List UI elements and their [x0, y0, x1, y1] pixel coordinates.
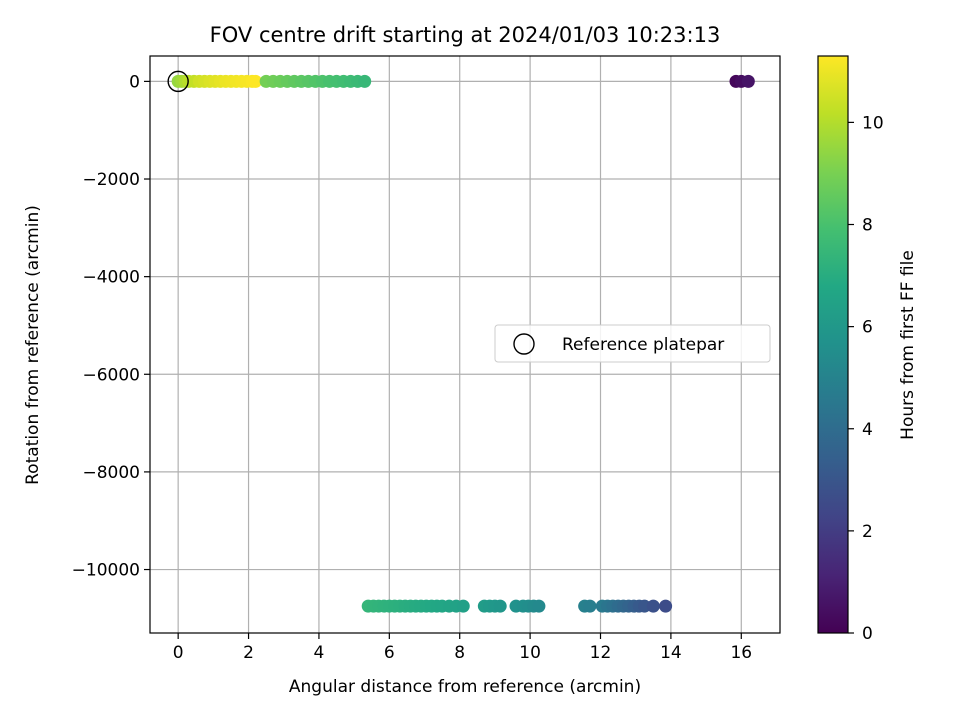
colorbar-tick-label: 6	[862, 318, 873, 338]
colorbar-tick-label: 10	[862, 113, 884, 133]
y-tick-label: −10000	[72, 561, 140, 581]
y-axis-ticks: 0 −2000 −4000 −6000 −8000 −10000	[72, 72, 150, 581]
y-tick-label: −6000	[82, 365, 140, 385]
x-tick-label: 8	[454, 643, 465, 663]
legend-box	[494, 324, 771, 363]
x-tick-label: 4	[314, 643, 325, 663]
colorbar-label: Hours from first FF file	[898, 250, 918, 440]
data-point	[583, 599, 597, 613]
legend-marker-reference	[513, 333, 535, 355]
data-point	[358, 74, 372, 88]
x-axis-label: Angular distance from reference (arcmin)	[289, 677, 641, 697]
plot-frame	[149, 55, 781, 634]
colorbar-tick-label: 0	[862, 624, 873, 644]
chart-title: FOV centre drift starting at 2024/01/03 …	[210, 23, 721, 47]
colorbar-tick-label: 8	[862, 216, 873, 236]
legend: Reference platepar	[494, 324, 771, 363]
data-point	[493, 599, 507, 613]
x-axis-ticks: 0 2 4 6 8 10 12 14 16	[173, 633, 752, 663]
y-tick-label: −4000	[82, 268, 140, 288]
x-tick-label: 14	[660, 643, 682, 663]
scatter-points	[167, 70, 755, 613]
x-tick-label: 10	[519, 643, 541, 663]
x-tick-label: 12	[590, 643, 612, 663]
y-tick-label: 0	[129, 72, 140, 92]
data-point	[741, 74, 755, 88]
colorbar-tick-label: 2	[862, 522, 873, 542]
reference-platepar-marker	[167, 70, 189, 93]
data-point	[249, 74, 263, 88]
x-tick-label: 6	[384, 643, 395, 663]
y-tick-label: −2000	[82, 170, 140, 190]
x-tick-label: 0	[173, 643, 184, 663]
data-point	[532, 599, 546, 613]
x-tick-label: 16	[730, 643, 752, 663]
x-tick-label: 2	[243, 643, 254, 663]
colorbar: 0 2 4 6 8 10 Hours from first FF file	[817, 55, 918, 644]
colorbar-gradient	[817, 55, 849, 634]
colorbar-ticks: 0 2 4 6 8 10	[848, 113, 884, 644]
legend-label-reference: Reference platepar	[562, 335, 724, 355]
y-tick-label: −8000	[82, 463, 140, 483]
data-point	[646, 599, 660, 613]
y-axis-label: Rotation from reference (arcmin)	[23, 205, 43, 485]
data-point	[659, 599, 673, 613]
colorbar-tick-label: 4	[862, 420, 873, 440]
data-point	[456, 599, 470, 613]
